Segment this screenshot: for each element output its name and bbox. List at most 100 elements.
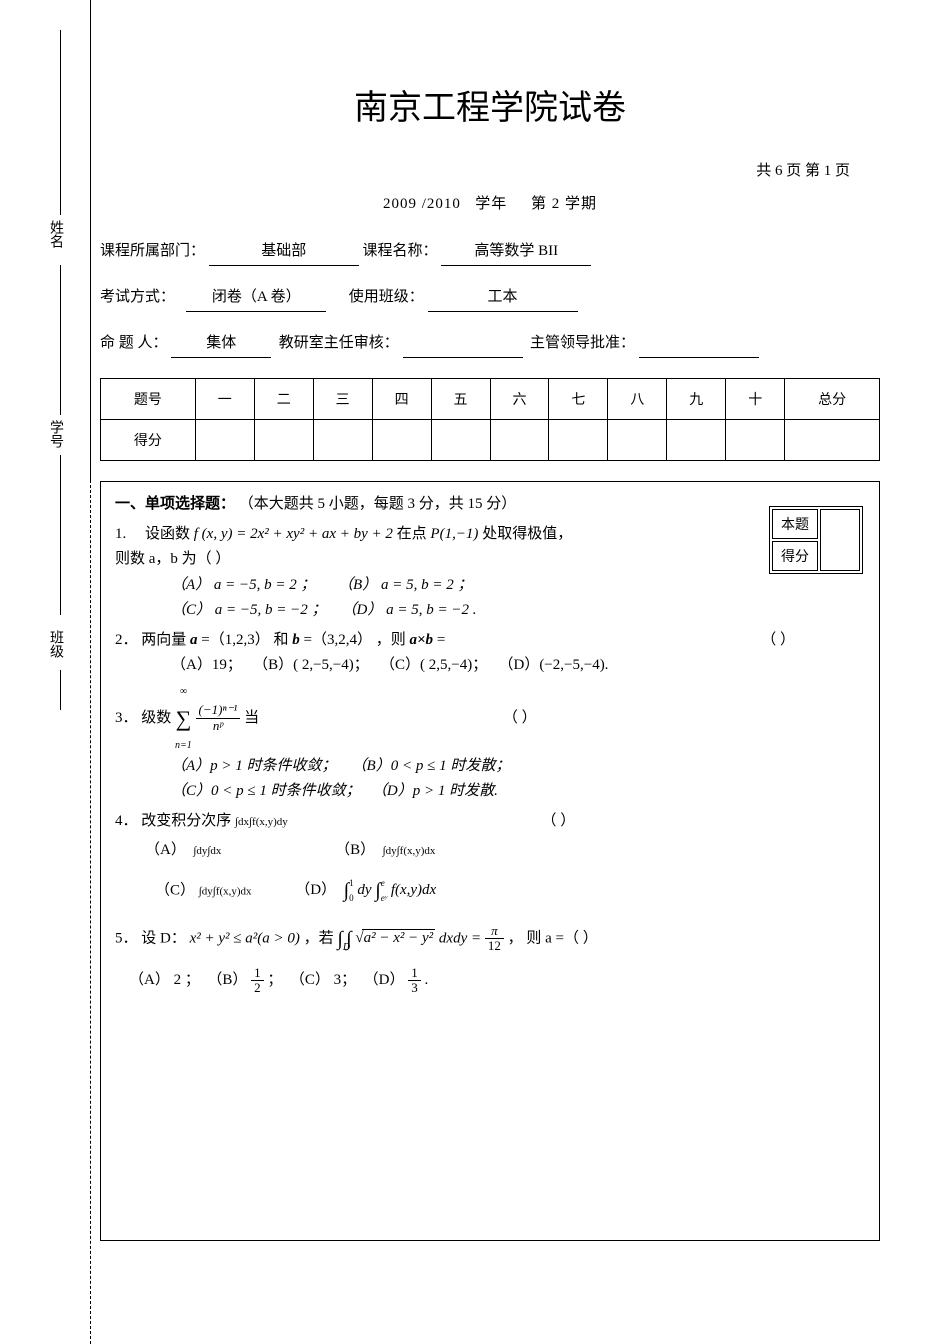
q2-valB: =（3,2,4） [304, 632, 372, 648]
q1-optC: （C） a = −5, b = −2 ； [171, 602, 327, 618]
badge-line1: 本题 [772, 509, 818, 539]
q1-text2: 在点 [397, 526, 431, 542]
score-header-row: 题号 一 二 三 四 五 六 七 八 九 十 总分 [101, 379, 880, 420]
q2-vecA: a [190, 632, 198, 648]
q2-optA: （A）19； [171, 657, 242, 673]
q4-optA-label: （A） [145, 842, 186, 858]
cell-7 [549, 420, 608, 461]
badge-line2: 得分 [772, 541, 818, 571]
q2-optB: （B）( 2,−5,−4)； [253, 657, 369, 673]
score-value-row: 得分 [101, 420, 880, 461]
q5-optD-post: . [425, 972, 429, 988]
q4-optD-formula: ∫10 dy ∫eeʸ f(x,y)dx [344, 882, 437, 898]
question-5: 5． 设 D： x² + y² ≤ a²(a > 0) ，若 ∫D∫ a² − … [115, 922, 865, 996]
q2-prefix: 2． [115, 632, 138, 648]
year-label: 学年 [475, 196, 507, 212]
q1-formula: f (x, y) = 2x² + xy² + ax + by + 2 [194, 526, 393, 542]
sqrt-icon [355, 930, 361, 946]
col-5: 五 [431, 379, 490, 420]
cell-6 [490, 420, 549, 461]
cell-8 [608, 420, 667, 461]
q4-options-1: （A） ∫dy∫dx （B） ∫dy∫f(x,y)dx [145, 838, 865, 864]
binding-margin: 姓名 学号 班级 [50, 0, 90, 1344]
q1-options-1: （A） a = −5, b = 2 ； （B） a = 5, b = 2 ； [171, 573, 865, 599]
col-8: 八 [608, 379, 667, 420]
row-label: 得分 [101, 420, 196, 461]
course-label: 课程名称： [363, 243, 438, 259]
q5-optD-den: 3 [408, 981, 421, 995]
q5-frac: π 12 [485, 924, 504, 954]
q4-lim1b: 0 [349, 891, 354, 906]
q3-optD: （D）p > 1 时发散. [372, 783, 498, 799]
exam-type-label: 考试方式： [100, 289, 175, 305]
q1-optA: （A） a = −5, b = 2 ； [171, 577, 316, 593]
q4-optB-label: （B） [335, 842, 375, 858]
question-3: 3． 级数 ∞ ∑ n=1 (−1)ⁿ⁻¹ nᵖ 当 （ ） （A）p > 1 … [115, 683, 865, 805]
q4-lim1a: 1 [349, 876, 354, 891]
q4-prefix: 4． [115, 813, 138, 829]
binding-label-class: 班级 [45, 630, 65, 658]
q2-valA: =（1,2,3） [201, 632, 269, 648]
q3-text: 级数 [141, 710, 175, 726]
q5-optC-label: （C） [290, 972, 330, 988]
binding-label-name: 姓名 [45, 220, 65, 248]
q5-optB-post: ； [267, 972, 282, 988]
exam-title: 南京工程学院试卷 [100, 80, 880, 129]
q2-optD: （D）(−2,−5,−4). [498, 657, 608, 673]
q5-optB-num: 1 [251, 966, 264, 981]
q4-optA: ∫dy∫dx [193, 845, 221, 857]
term: 第 2 学期 [531, 196, 597, 212]
sigma-icon: ∑ [176, 706, 192, 731]
q5-optD-label: （D） [364, 972, 405, 988]
q1-point: P(1,−1) [430, 526, 478, 542]
info-line-1: 课程所属部门： 基础部 课程名称： 高等数学 BII [100, 238, 880, 266]
binding-underline-extra [60, 670, 61, 710]
q3-sum: ∞ ∑ n=1 [175, 683, 192, 754]
q3-sum-bot: n=1 [175, 737, 192, 754]
col-10: 十 [726, 379, 785, 420]
q1-optD: （D） a = 5, b = −2 . [342, 602, 477, 618]
binding-solid-line [90, 0, 91, 480]
q5-optB-den: 2 [251, 981, 264, 995]
q4-lim2a: e [381, 876, 387, 891]
q4-optC: ∫dy∫f(x,y)dx [199, 885, 252, 897]
q5-optB-label: （B） [207, 972, 247, 988]
question-1: 1. 设函数 f (x, y) = 2x² + xy² + ax + by + … [115, 522, 865, 624]
q5-optD-frac: 1 3 [408, 966, 421, 996]
q4-options-2: （C） ∫dy∫f(x,y)dx （D） ∫10 dy ∫eeʸ f(x,y)d… [155, 874, 865, 908]
q5-optC: 3； [334, 972, 357, 988]
binding-label-id: 学号 [45, 420, 65, 448]
col-total: 总分 [785, 379, 880, 420]
binding-dashed-line [90, 480, 91, 1344]
q1-text3: 处取得极值， [482, 526, 572, 542]
reviewer-blank [403, 330, 523, 358]
q5-den: 12 [485, 939, 504, 953]
section-header: 一、单项选择题： （本大题共 5 小题，每题 3 分，共 15 分） [115, 492, 865, 518]
dept-label: 课程所属部门： [100, 243, 205, 259]
reviewer-label: 教研室主任审核： [279, 335, 399, 351]
q5-optB-frac: 1 2 [251, 966, 264, 996]
cell-total [785, 420, 880, 461]
info-line-2: 考试方式： 闭卷（A 卷） 使用班级： 工本 [100, 284, 880, 312]
q1-prefix: 1. [115, 526, 126, 542]
q3-options-1: （A）p > 1 时条件收敛； （B）0 < p ≤ 1 时发散； [171, 754, 865, 780]
q5-text4: ， 则 a =（ ） [508, 930, 598, 946]
approver-label: 主管领导批准： [530, 335, 635, 351]
question-box: 本题 得分 一、单项选择题： （本大题共 5 小题，每题 3 分，共 15 分）… [100, 481, 880, 1241]
integral-icon-4: ∫ [346, 928, 351, 950]
binding-underline-name [60, 30, 61, 215]
q3-suffix: 当 [244, 710, 259, 726]
q3-sum-top: ∞ [175, 683, 192, 700]
author-label: 命 题 人： [100, 335, 168, 351]
binding-underline-id [60, 265, 61, 415]
semester-line: 2009 /2010 学年 第 2 学期 [100, 192, 880, 213]
q2-blank: （ ） [761, 628, 795, 654]
q4-optD-label: （D） [295, 882, 336, 898]
cell-3 [313, 420, 372, 461]
badge-blank [820, 509, 860, 571]
col-9: 九 [667, 379, 726, 420]
q3-prefix: 3． [115, 710, 138, 726]
col-7: 七 [549, 379, 608, 420]
q3-blank: （ ） [503, 710, 537, 726]
page-count: 共 6 页 第 1 页 [100, 159, 850, 180]
